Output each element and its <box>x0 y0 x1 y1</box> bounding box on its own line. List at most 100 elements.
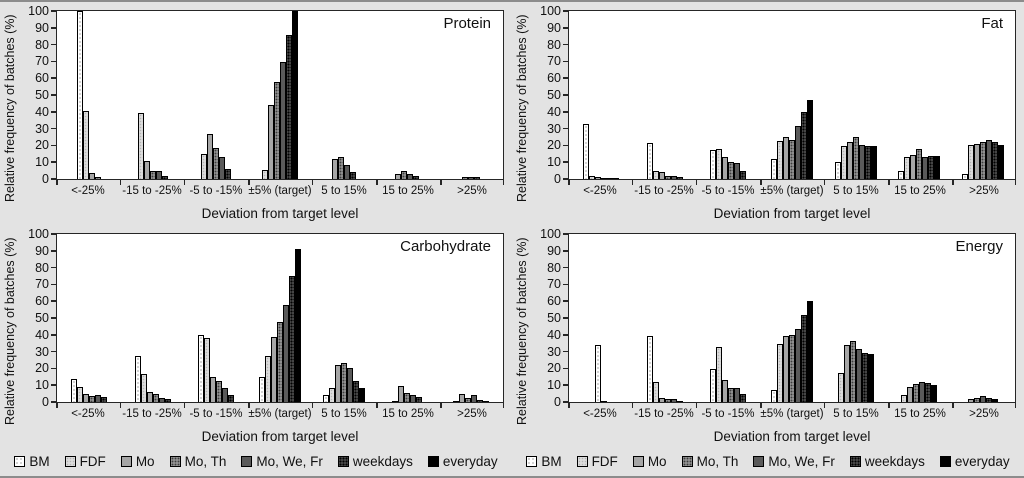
x-tick-mark <box>119 180 122 185</box>
x-tick-mark <box>1014 403 1016 408</box>
bar <box>468 177 475 179</box>
y-axis-label: Relative frequency of batches (%) <box>515 237 529 425</box>
y-tick-mark <box>51 266 56 269</box>
x-tick-label: >25% <box>969 185 999 197</box>
panel-energy: Relative frequency of batches (%) Energy… <box>512 225 1024 448</box>
bar <box>268 105 275 179</box>
bar <box>82 394 89 402</box>
bar <box>410 395 417 402</box>
x-axis-tick-labels: <-25% -15 to -25% -5 to -15% ±5% (target) 5 … <box>568 185 1016 201</box>
bar <box>864 146 871 179</box>
bar <box>76 11 83 179</box>
bar <box>837 373 844 402</box>
x-tick-label: <-25% <box>583 408 617 420</box>
bar <box>459 394 466 402</box>
x-tick-label: >25% <box>969 408 999 420</box>
x-tick-mark <box>311 180 314 185</box>
y-tick-mark <box>563 10 568 12</box>
bar <box>728 162 735 179</box>
bar <box>925 382 932 402</box>
bar <box>980 142 987 179</box>
y-tick-label: 50 <box>35 88 49 102</box>
bar <box>465 397 472 402</box>
bar <box>922 157 929 179</box>
y-tick-mark <box>51 60 56 63</box>
bar <box>664 176 671 179</box>
bar <box>137 112 144 179</box>
legend-right: BM FDF Mo Mo, Th Mo, We, Fr weekdays everyday <box>512 448 1024 474</box>
y-tick-mark <box>563 144 568 147</box>
y-tick-label: 0 <box>554 395 561 409</box>
x-tick-label: -5 to -15% <box>701 408 755 420</box>
bar <box>277 322 284 402</box>
bar-group <box>824 234 888 402</box>
legend-label: weekdays <box>352 453 413 469</box>
panel-title: Protein <box>443 15 491 32</box>
bar <box>143 160 150 179</box>
y-tick-mark <box>51 144 56 147</box>
bar <box>783 335 790 402</box>
bar <box>795 328 802 402</box>
y-tick-label: 40 <box>547 327 561 342</box>
legend-item: BM <box>14 454 50 469</box>
bar <box>286 34 293 179</box>
y-axis-label: Relative frequency of batches (%) <box>515 14 529 202</box>
y-tick-label: 60 <box>35 294 49 309</box>
legend-item: Mo, We, Fr <box>241 454 323 469</box>
y-tick-mark <box>51 233 56 235</box>
bar <box>280 62 287 179</box>
bar <box>216 381 223 402</box>
bar <box>612 178 619 179</box>
bar <box>858 144 865 179</box>
y-tick-label: 10 <box>547 378 561 393</box>
bar <box>219 157 226 179</box>
y-tick-mark <box>51 77 56 79</box>
y-tick-mark <box>51 250 56 252</box>
bar <box>740 393 747 402</box>
y-tick-mark <box>563 43 568 46</box>
x-tick-label: 5 to 15% <box>321 408 367 420</box>
bar <box>658 172 665 179</box>
x-tick-mark <box>183 180 186 185</box>
y-tick-mark <box>51 283 56 286</box>
x-tick-mark <box>376 403 378 408</box>
bar-group <box>696 234 760 402</box>
y-tick-mark <box>51 111 56 113</box>
bar <box>225 168 232 179</box>
x-axis-label: Deviation from target level <box>713 429 871 444</box>
bar-group <box>633 11 697 179</box>
bar <box>155 170 162 179</box>
y-axis-label: Relative frequency of batches (%) <box>3 237 17 425</box>
y-tick-label: 80 <box>547 37 561 52</box>
x-tick-label: ±5% (target) <box>248 185 312 197</box>
legend-label: weekdays <box>864 453 925 469</box>
y-tick-mark <box>51 367 56 370</box>
bar <box>462 177 469 179</box>
bar <box>161 176 168 179</box>
bar <box>740 170 747 179</box>
y-tick-label: 50 <box>547 311 561 325</box>
x-axis-label: Deviation from target level <box>713 206 871 221</box>
bar <box>413 175 420 179</box>
y-tick-mark <box>51 161 56 163</box>
bar <box>213 147 220 179</box>
x-tick-mark <box>376 180 378 185</box>
bar <box>358 387 365 402</box>
x-tick-label: -15 to -25% <box>122 408 182 420</box>
bar <box>283 305 290 402</box>
legend-swatch-icon <box>526 455 538 467</box>
bar <box>801 111 808 179</box>
y-tick-mark <box>563 317 568 319</box>
y-tick-mark <box>563 127 568 130</box>
y-tick-label: 60 <box>547 71 561 86</box>
bar <box>670 175 677 179</box>
bar <box>968 398 975 402</box>
x-tick-mark <box>760 403 762 408</box>
bar <box>600 401 607 402</box>
bar <box>343 164 350 179</box>
bar <box>795 126 802 179</box>
bar-group <box>184 11 248 179</box>
bar <box>867 354 874 402</box>
bar <box>913 383 920 402</box>
